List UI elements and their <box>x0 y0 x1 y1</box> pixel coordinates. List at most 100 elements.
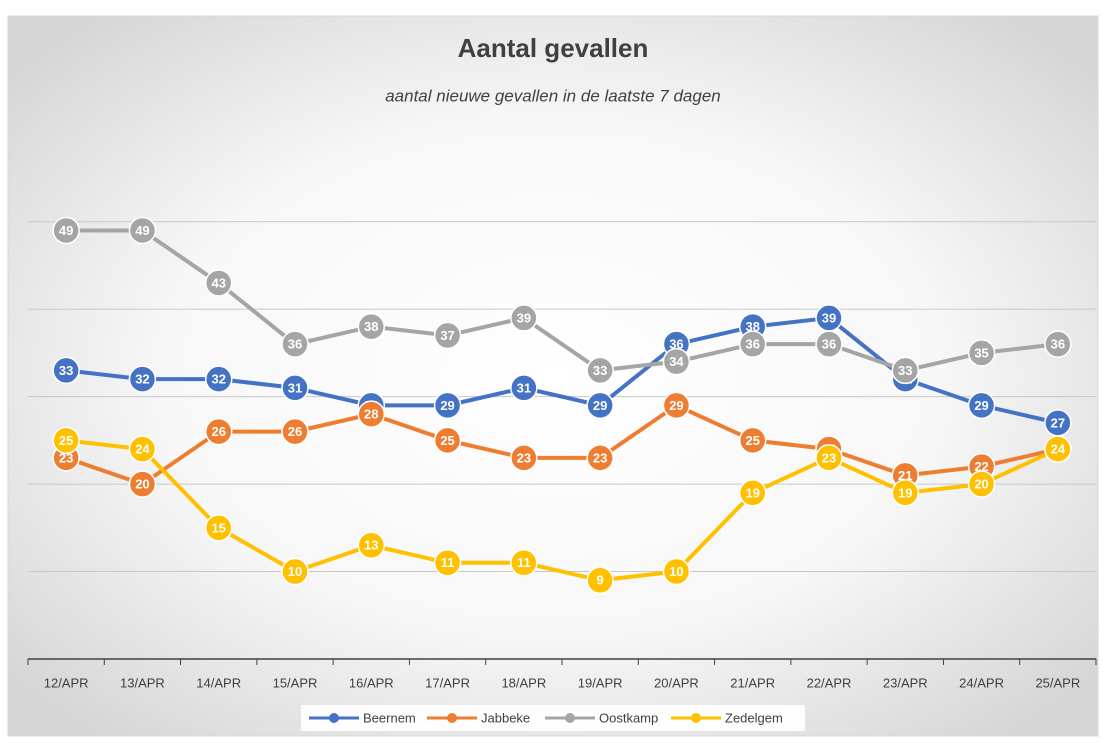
point-marker <box>128 470 157 498</box>
data-label: 33 <box>59 363 73 378</box>
x-tick-label: 17/APR <box>425 675 470 690</box>
x-tick-label: 23/APR <box>883 675 928 690</box>
legend-label: Beernem <box>363 710 416 725</box>
data-label: 24 <box>1051 442 1066 457</box>
x-tick-label: 24/APR <box>959 675 1004 690</box>
point-marker <box>815 444 843 472</box>
chart-subtitle: aantal nieuwe gevallen in de laatste 7 d… <box>385 86 721 105</box>
point-marker <box>891 479 920 507</box>
data-label: 34 <box>669 354 684 369</box>
point-marker <box>204 514 233 542</box>
data-label: 26 <box>211 424 225 439</box>
chart-area <box>7 15 1099 737</box>
point-marker <box>738 479 767 507</box>
point-marker <box>52 426 80 455</box>
data-label: 19 <box>745 485 759 500</box>
data-label: 31 <box>288 380 302 395</box>
x-tick-label: 20/APR <box>654 675 699 690</box>
data-label: 20 <box>974 477 988 492</box>
point-marker <box>281 374 309 402</box>
data-label: 39 <box>517 310 531 325</box>
point-marker <box>510 374 538 402</box>
point-marker <box>433 321 462 350</box>
data-label: 33 <box>898 363 912 378</box>
point-marker <box>433 391 462 420</box>
plot: 3332323129293129363839322927232026262825… <box>52 216 1072 595</box>
grid: 12/APR 13/APR 14/APR 15/APR 16/APR 17/APR 18/A… <box>27 221 1097 690</box>
point-marker <box>281 557 309 586</box>
x-tick-label: 16/APR <box>349 675 394 690</box>
x-tick-label: 15/APR <box>273 675 318 690</box>
data-label: 27 <box>1051 415 1065 430</box>
legend-label: Jabbeke <box>481 710 530 725</box>
data-label: 28 <box>364 407 378 422</box>
point-marker <box>357 400 386 428</box>
point-marker <box>1044 435 1072 463</box>
point-marker <box>128 216 157 245</box>
point-marker <box>357 531 386 560</box>
data-label: 49 <box>59 223 73 238</box>
point-marker <box>738 426 767 455</box>
point-marker <box>204 417 233 446</box>
data-label: 35 <box>974 345 988 360</box>
point-marker <box>967 470 996 498</box>
data-label: 39 <box>822 310 836 325</box>
data-label: 31 <box>517 380 531 395</box>
point-marker <box>281 330 309 358</box>
data-label: 38 <box>364 319 378 334</box>
point-marker <box>128 365 157 393</box>
data-label: 32 <box>211 372 225 387</box>
x-tick-label: 21/APR <box>730 675 775 690</box>
point-marker <box>738 330 767 358</box>
data-label: 10 <box>288 564 302 579</box>
x-tick-label: 12/APR <box>44 675 89 690</box>
point-marker <box>433 549 462 577</box>
point-marker <box>662 347 691 376</box>
point-marker <box>1044 330 1072 358</box>
point-marker <box>967 391 996 420</box>
point-marker <box>586 444 614 472</box>
point-marker <box>586 356 614 385</box>
legend-label: Zedelgem <box>725 710 783 725</box>
point-marker <box>510 444 538 472</box>
data-label: 36 <box>822 337 836 352</box>
data-label: 22 <box>974 459 988 474</box>
point-marker <box>52 216 80 245</box>
x-tick-label: 14/APR <box>196 675 241 690</box>
data-label: 32 <box>135 372 149 387</box>
legend-marker <box>329 713 339 723</box>
legend-label: Oostkamp <box>599 710 658 725</box>
data-label: 43 <box>211 275 225 290</box>
legend-marker <box>447 713 457 723</box>
data-label: 38 <box>745 319 759 334</box>
x-tick-label: 13/APR <box>120 675 165 690</box>
chart-title: Aantal gevallen <box>458 33 649 63</box>
point-marker <box>433 426 462 455</box>
point-marker <box>662 391 691 420</box>
data-label: 19 <box>898 485 912 500</box>
data-label: 25 <box>440 433 454 448</box>
point-marker <box>510 304 538 332</box>
point-marker <box>52 356 80 385</box>
data-label: 25 <box>59 433 73 448</box>
data-label: 23 <box>517 450 531 465</box>
x-tick-label: 18/APR <box>501 675 546 690</box>
data-label: 36 <box>288 337 302 352</box>
point-marker <box>891 356 920 385</box>
data-label: 24 <box>135 442 150 457</box>
data-label: 37 <box>440 328 454 343</box>
point-marker <box>357 312 386 341</box>
legend-marker <box>691 713 701 723</box>
data-label: 29 <box>669 398 683 413</box>
point-marker <box>204 365 233 393</box>
data-label: 25 <box>745 433 759 448</box>
data-label: 23 <box>822 450 836 465</box>
point-marker <box>586 391 614 420</box>
data-label: 36 <box>745 337 759 352</box>
legend-marker <box>565 713 575 723</box>
data-label: 11 <box>517 555 531 570</box>
point-marker <box>128 435 157 463</box>
data-label: 9 <box>597 573 604 588</box>
point-marker <box>662 557 691 586</box>
